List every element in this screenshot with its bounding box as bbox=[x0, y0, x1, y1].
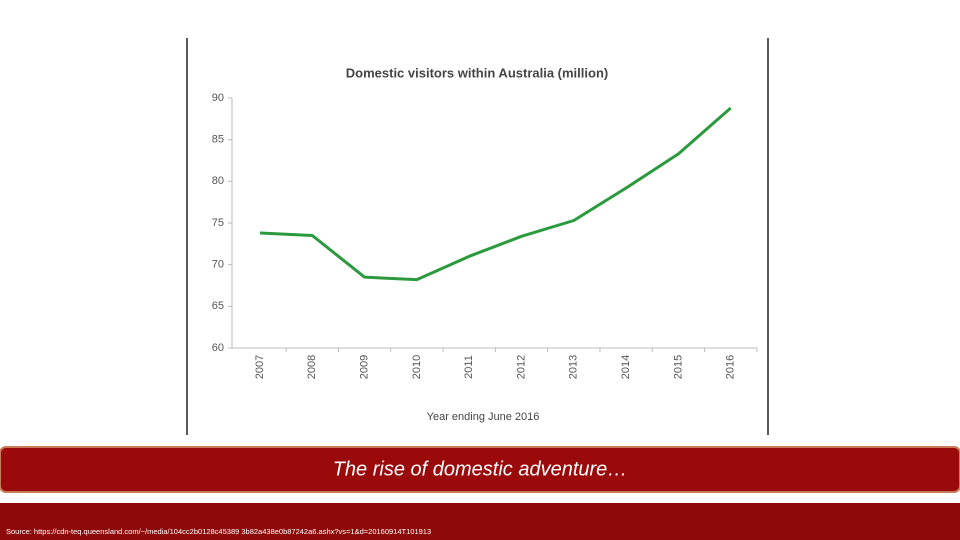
x-tick-label: 2016 bbox=[725, 355, 737, 379]
chart-image bbox=[187, 38, 768, 435]
x-axis-label: Year ending June 2016 bbox=[427, 411, 540, 423]
y-tick-label: 85 bbox=[212, 134, 224, 146]
x-tick-label: 2010 bbox=[411, 355, 423, 379]
source: Source: https://cdn-teq.queensland.com/~… bbox=[6, 527, 431, 536]
footer-bar bbox=[0, 503, 960, 540]
x-tick-label: 2013 bbox=[568, 355, 580, 379]
x-tick-label: 2015 bbox=[672, 355, 684, 379]
caption-banner bbox=[0, 446, 960, 493]
y-tick-label: 70 bbox=[212, 259, 224, 271]
y-tick-label: 90 bbox=[212, 92, 224, 104]
chart-title: Domestic visitors within Australia (mill… bbox=[346, 65, 608, 80]
x-tick-label: 2009 bbox=[359, 355, 371, 379]
caption: The rise of domestic adventure… bbox=[333, 458, 628, 480]
y-tick-label: 75 bbox=[212, 217, 224, 229]
x-tick-label: 2014 bbox=[620, 355, 632, 379]
x-tick-label: 2007 bbox=[254, 355, 266, 379]
x-tick-label: 2011 bbox=[463, 355, 475, 379]
y-tick-label: 65 bbox=[212, 300, 224, 312]
x-tick-label: 2008 bbox=[306, 355, 318, 379]
data-line bbox=[259, 106, 732, 282]
y-tick-label: 80 bbox=[212, 175, 224, 187]
y-tick-label: 60 bbox=[212, 342, 224, 354]
x-tick-label: 2012 bbox=[515, 355, 527, 379]
